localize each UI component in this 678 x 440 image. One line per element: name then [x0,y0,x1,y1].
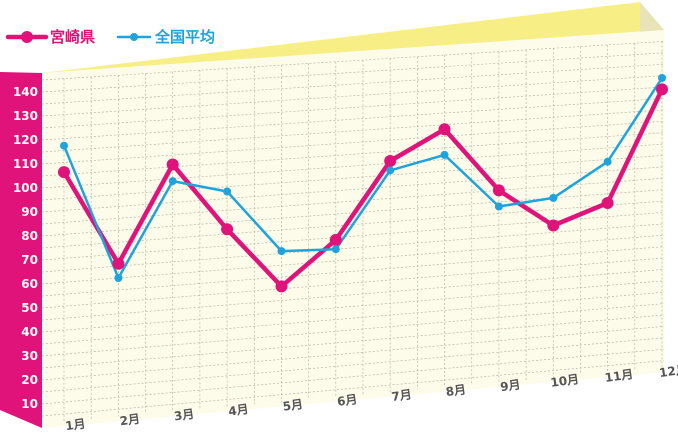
data-point-series-1 [386,166,395,175]
data-point-series-1 [223,187,232,196]
x-tick-label: 5月 [282,397,304,414]
legend-marker-national [130,33,138,41]
x-tick-label: 12月 [658,362,678,380]
grid-line-horizontal [41,257,665,309]
x-tick-label: 6月 [336,392,358,409]
x-tick-label: 11月 [604,367,634,385]
y-tick-label: 10 [21,397,38,411]
y-tick-label: 70 [21,253,38,267]
data-point-series-0 [547,219,560,232]
y-tick-label: 60 [21,277,38,291]
data-point-series-0 [656,83,668,96]
y-tick-label: 40 [21,325,38,339]
data-point-series-0 [329,233,342,246]
data-point-series-0 [275,280,288,293]
x-tick-label: 2月 [119,412,141,429]
left-axis-band [0,72,42,428]
x-tick-label: 7月 [391,387,413,404]
y-tick-label: 100 [13,181,38,195]
x-tick-label: 10月 [550,372,580,390]
legend-label-miyazaki: 宮崎県 [50,28,95,46]
data-point-series-0 [601,197,614,209]
series-lines [61,76,665,289]
x-tick-label: 9月 [499,377,521,394]
data-point-series-0 [438,123,451,136]
data-point-series-0 [221,223,234,236]
y-axis-ticks: 10 20 30 40 50 60 70 80 90 100 110 120 130 140 [13,85,38,411]
data-point-series-1 [658,74,666,82]
data-point-series-0 [58,166,70,179]
legend-marker-miyazaki [21,31,33,43]
grid [41,41,665,422]
y-tick-label: 50 [21,301,38,315]
data-point-series-0 [492,184,505,197]
data-point-series-1 [440,150,449,159]
series-line-1 [62,76,664,280]
data-point-series-1 [60,141,68,150]
data-point-series-1 [114,274,123,282]
legend-label-national: 全国平均 [154,28,215,46]
y-tick-label: 130 [13,109,38,123]
data-point-series-1 [549,193,558,202]
x-tick-label: 1月 [64,417,86,434]
data-point-series-1 [331,245,340,254]
data-point-series-0 [112,257,125,270]
y-tick-label: 80 [21,229,38,243]
x-tick-label: 4月 [227,402,249,419]
data-point-series-1 [168,177,177,186]
series-line-0 [61,87,665,289]
y-tick-label: 140 [13,85,38,99]
series-points [58,74,668,293]
data-point-series-1 [494,202,503,211]
data-point-series-1 [277,247,286,256]
x-tick-label: 3月 [173,407,195,424]
legend: 宮崎県 全国平均 [5,28,215,46]
y-tick-label: 110 [13,157,38,171]
x-tick-label: 8月 [445,382,467,399]
data-point-series-0 [166,158,179,171]
y-tick-label: 30 [21,349,38,363]
data-point-series-1 [603,157,612,166]
top-band [42,2,664,73]
y-tick-label: 20 [21,373,38,387]
y-tick-label: 120 [13,133,38,147]
x-axis-ticks: 1月 2月 3月 4月 5月 6月 7月 8月 9月 10月 11月 12月 [64,362,678,433]
y-tick-label: 90 [21,205,38,219]
data-point-series-0 [384,155,397,167]
